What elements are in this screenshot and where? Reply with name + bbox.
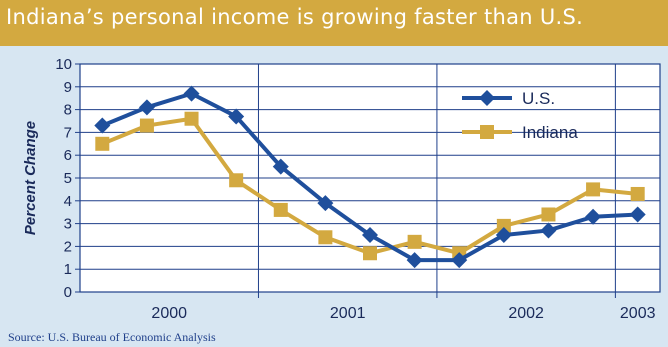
y-tick-label: 0	[64, 284, 72, 301]
us-point	[495, 227, 512, 243]
indiana-point	[95, 136, 110, 151]
plot-border	[79, 63, 661, 293]
y-tick-label: 5	[64, 170, 72, 187]
y-tick-label: 2	[64, 238, 72, 255]
indiana-point	[139, 118, 154, 133]
indiana-point	[318, 230, 333, 245]
title-banner: Indiana’s personal income is growing fas…	[0, 0, 668, 46]
year-label: 2003	[620, 305, 656, 322]
us-point	[451, 252, 468, 269]
indiana-point	[273, 202, 288, 217]
y-tick-label: 8	[64, 102, 72, 119]
us-point	[272, 158, 289, 175]
indiana-point	[496, 218, 511, 233]
indiana-point	[630, 186, 645, 201]
y-tick-label: 4	[64, 193, 72, 210]
y-tick-label: 9	[64, 79, 72, 96]
indiana-point	[541, 207, 556, 222]
y-tick-label: 1	[64, 261, 72, 278]
indiana-point	[407, 234, 422, 249]
year-label: 2001	[330, 305, 366, 322]
us-point	[228, 108, 245, 125]
y-axis-label: Percent Change	[22, 121, 39, 235]
indiana-point	[229, 173, 244, 188]
indiana-point	[586, 182, 601, 197]
us-point	[629, 206, 646, 223]
legend-marker-indiana	[480, 125, 494, 139]
legend-label: U.S.	[522, 89, 555, 108]
us-point	[138, 99, 155, 116]
us-point	[406, 252, 423, 269]
year-label: 2000	[151, 305, 187, 322]
us-point	[183, 85, 200, 102]
indiana-point	[363, 246, 377, 261]
line-chart: 0 1 2 3 4 5 6 7 8 9 10 2000 2001 2002 2003 Percent Chan…	[22, 56, 661, 322]
year-label: 2002	[508, 305, 544, 322]
us-point	[94, 117, 111, 134]
y-tick-label: 3	[64, 216, 72, 233]
indiana-point	[184, 111, 199, 126]
us-point	[362, 227, 378, 243]
source-note: Source: U.S. Bureau of Economic Analysis	[8, 330, 216, 344]
legend-marker-us	[479, 90, 495, 106]
us-point	[540, 222, 557, 239]
us-point	[585, 208, 602, 225]
legend-label: Indiana	[522, 123, 578, 142]
chart-title: Indiana’s personal income is growing fas…	[6, 5, 584, 29]
y-tick-label: 6	[64, 147, 72, 164]
y-tick-label: 7	[64, 124, 72, 141]
us-point	[317, 195, 334, 212]
y-tick-label: 10	[55, 56, 72, 73]
